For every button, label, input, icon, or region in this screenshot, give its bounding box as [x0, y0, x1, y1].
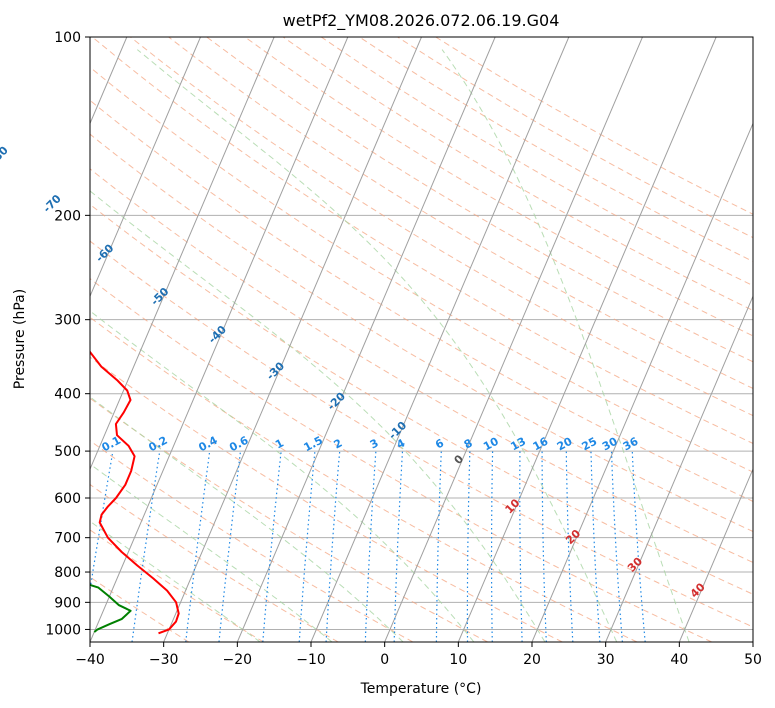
temperature-profile-line: [90, 349, 180, 635]
mixing-ratio-line: [131, 451, 161, 642]
x-tick-label: 10: [449, 652, 467, 668]
background-lines: [90, 37, 753, 642]
isotherm-line: [310, 37, 570, 642]
mixing-ratio-line: [490, 451, 494, 642]
axis-ticks: −40 −30 −20 −10 0 10 20 30 40 50 100 200 300 400 500 60…: [45, 30, 762, 668]
dry-adiabat-line: [90, 316, 638, 642]
dry-adiabat-line: [90, 356, 563, 642]
moist-adiabat-line: [441, 49, 690, 642]
mixing-ratio-line: [610, 451, 623, 642]
x-tick-label: −30: [149, 652, 179, 668]
isotherm-line: [384, 37, 643, 642]
mixing-ratio-line: [298, 451, 316, 642]
isotherm-line: [531, 122, 753, 642]
y-tick-label: 900: [54, 595, 81, 611]
isotherm-line: [163, 37, 422, 642]
mixing-ratio-line: [364, 451, 377, 642]
mixing-ratio-label: 30: [600, 435, 620, 454]
dry-adiabat-line: [244, 37, 753, 337]
x-axis-label: Temperature (°C): [360, 681, 482, 697]
mixing-ratio-line: [631, 451, 646, 642]
x-tick-label: 40: [670, 652, 688, 668]
mixing-ratio-line: [519, 451, 523, 642]
moist-adiabat-line: [90, 396, 404, 642]
dry-adiabat-line: [90, 529, 264, 642]
y-tick-label: 100: [54, 30, 81, 46]
isotherm-line: [90, 37, 349, 642]
y-tick-label: 1000: [45, 622, 81, 638]
y-tick-label: 800: [54, 565, 81, 581]
y-tick-label: 600: [54, 491, 81, 507]
y-tick-label: 400: [54, 387, 81, 403]
mixing-ratio-label: 36: [621, 435, 641, 454]
x-tick-label: −20: [223, 652, 253, 668]
mixing-ratio-label: 16: [531, 435, 551, 454]
x-tick-label: 30: [597, 652, 615, 668]
dry-adiabat-line: [282, 37, 753, 312]
isotherm-line: [457, 37, 717, 642]
isotherm-line: [236, 37, 496, 642]
y-axis-label: Pressure (hPa): [12, 289, 28, 389]
moist-adiabat-line: [90, 190, 546, 642]
dry-adiabat-line: [90, 278, 712, 642]
mixing-ratio-label: 20: [555, 435, 575, 454]
dry-adiabat-line: [90, 240, 753, 628]
moist-adiabat-line: [90, 520, 261, 642]
mixing-ratio-line: [466, 451, 471, 642]
x-tick-label: −10: [296, 652, 326, 668]
mixing-ratio-label: 25: [580, 435, 600, 454]
dry-adiabat-line: [130, 37, 753, 417]
x-tick-label: 50: [744, 652, 762, 668]
isotherm-label: -80: [0, 144, 11, 167]
isotherm-line: [90, 37, 275, 471]
series-lines: [90, 349, 180, 635]
moist-adiabat-line: [90, 310, 475, 642]
dry-adiabat-line: [90, 133, 753, 533]
mixing-ratio-line: [185, 451, 211, 642]
dry-adiabat-line: [90, 483, 339, 642]
dry-adiabat-line: [90, 203, 753, 595]
isotherm-line: [605, 295, 753, 642]
plot-frame: [89, 36, 754, 643]
mixing-ratio-label: 10: [481, 435, 501, 454]
mixing-ratio-line: [541, 451, 547, 642]
dry-adiabat-line: [168, 37, 753, 389]
x-tick-label: −40: [75, 652, 105, 668]
mixing-ratio-line: [325, 451, 341, 642]
mixing-ratio-line: [393, 451, 404, 642]
mixing-ratio-line: [565, 451, 574, 642]
mixing-ratio-line: [90, 450, 114, 594]
x-tick-label: 20: [523, 652, 541, 668]
mixing-ratio-label: 13: [508, 435, 528, 454]
y-tick-label: 500: [54, 444, 81, 460]
dry-adiabat-line: [91, 37, 753, 445]
y-tick-label: 700: [54, 531, 81, 547]
mixing-ratio-line: [262, 451, 282, 642]
mixing-ratio-line: [218, 451, 242, 642]
isotherm-line: [678, 467, 753, 642]
mixing-ratio-line: [590, 451, 601, 642]
dry-adiabat-line: [90, 99, 753, 502]
mixing-ratio-line: [435, 451, 442, 642]
chart-title: wetPf2_YM08.2026.072.06.19.G04: [283, 11, 560, 31]
y-tick-label: 300: [54, 313, 81, 329]
x-tick-label: 0: [380, 652, 389, 668]
isotherm-line: [752, 640, 753, 642]
isotherm-line: [90, 37, 201, 298]
y-tick-label: 200: [54, 208, 81, 224]
